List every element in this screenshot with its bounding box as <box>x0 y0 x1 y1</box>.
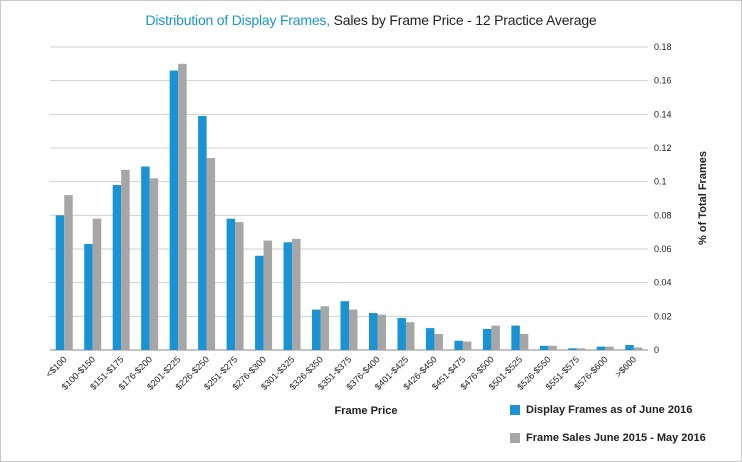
bar <box>596 346 606 350</box>
bar <box>121 169 130 350</box>
bar <box>491 325 500 350</box>
bar <box>377 314 386 350</box>
y-tick-label: 0.14 <box>654 109 672 119</box>
bar <box>568 348 577 350</box>
bar <box>92 218 102 350</box>
y-tick-label: 0.06 <box>654 244 672 254</box>
y-tick-label: 0.18 <box>654 42 672 52</box>
bar <box>462 341 472 350</box>
chart-title-accent: Distribution of Display Frames, <box>145 12 330 28</box>
bar <box>64 195 73 350</box>
y-tick-label: 0.02 <box>654 311 672 321</box>
y-axis-title: % of Total Frames <box>697 151 709 245</box>
bar <box>539 345 549 350</box>
x-axis-title: Frame Price <box>335 405 398 417</box>
bar <box>312 309 321 350</box>
y-tick-label: 0 <box>654 345 659 355</box>
bar <box>292 238 301 350</box>
legend-swatch-sales <box>510 433 520 443</box>
bar <box>283 242 293 350</box>
bar <box>405 322 415 350</box>
chart-title-rest: Sales by Frame Price - 12 Practice Avera… <box>333 12 597 28</box>
bar <box>55 215 65 350</box>
bar <box>198 116 207 351</box>
y-tick-label: 0.16 <box>654 76 672 86</box>
bar <box>519 334 529 350</box>
bar <box>605 346 614 350</box>
bar <box>141 166 150 350</box>
bar <box>340 301 349 350</box>
bar <box>633 347 643 350</box>
bar <box>149 178 159 350</box>
bar <box>349 309 358 350</box>
bar <box>511 325 520 350</box>
y-tick-label: 0.12 <box>654 143 672 153</box>
bar <box>434 334 443 350</box>
bar <box>397 318 406 350</box>
legend-label-display: Display Frames as of June 2016 <box>526 404 693 416</box>
legend-item-sales: Frame Sales June 2015 - May 2016 <box>510 432 706 444</box>
x-tick-label: >$600 <box>613 354 638 379</box>
bar <box>320 306 330 350</box>
bar <box>454 340 463 350</box>
bar <box>178 63 187 350</box>
chart-title: Distribution of Display Frames, Sales by… <box>0 12 742 28</box>
legend-swatch-display <box>510 405 520 415</box>
bar <box>482 328 492 350</box>
bar <box>84 243 93 350</box>
bar <box>235 222 244 350</box>
bar <box>206 158 216 350</box>
bar <box>625 344 634 350</box>
legend-label-sales: Frame Sales June 2015 - May 2016 <box>526 432 706 444</box>
y-tick-label: 0.04 <box>654 278 672 288</box>
legend-item-display: Display Frames as of June 2016 <box>510 404 692 416</box>
bar <box>548 345 557 350</box>
bar <box>425 328 435 350</box>
bar <box>255 255 264 350</box>
x-tick-label: <$100 <box>44 354 69 379</box>
bar <box>576 348 586 350</box>
y-tick-label: 0.08 <box>654 210 672 220</box>
bar <box>368 312 378 350</box>
y-tick-label: 0.1 <box>654 177 667 187</box>
bar <box>263 240 273 350</box>
bar <box>226 218 236 350</box>
bar <box>169 70 179 351</box>
bar <box>112 185 122 350</box>
